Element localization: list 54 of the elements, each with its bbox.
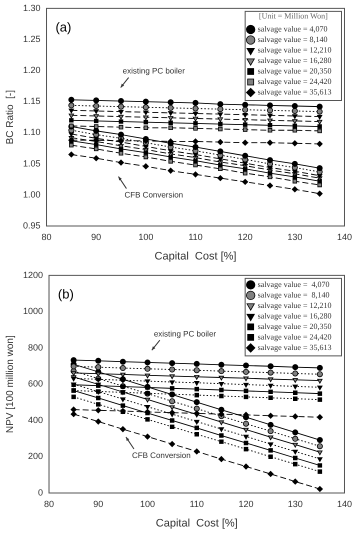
legend-label: salvage value = 35,613 — [258, 88, 332, 97]
x-tick-label: 110 — [188, 232, 203, 242]
legend-label: salvage value = 24,420 — [258, 77, 332, 86]
legend-label: salvage value = 16,280 — [258, 56, 332, 66]
y-tick-label: 1000 — [22, 306, 44, 316]
x-tick-label: 120 — [238, 498, 254, 509]
legend-label: salvage value = 20,350 — [258, 66, 332, 76]
y-tick-label: 0 — [38, 487, 44, 498]
y-axis-title: BC Ratio [-] — [4, 90, 16, 144]
x-tick-label: 80 — [42, 232, 52, 242]
y-tick-label: 0.95 — [22, 220, 41, 230]
y-tick-label: 800 — [28, 342, 44, 352]
legend-label: salvage value = 12,210 — [258, 300, 332, 310]
y-axis-title: NPV [100 million won] — [4, 335, 16, 434]
x-tick-label: 120 — [238, 232, 253, 242]
y-tick-label: 400 — [28, 414, 44, 425]
legend-label: salvage value = 8,140 — [258, 290, 330, 300]
x-tick-label: 140 — [336, 232, 352, 242]
annotation: existing PC boiler — [154, 329, 216, 338]
annotation: (a) — [55, 20, 72, 35]
legend-label: salvage value = 8,140 — [258, 35, 328, 44]
x-tick-label: 100 — [138, 232, 154, 242]
x-tick-label: 80 — [44, 498, 54, 509]
annotation: existing PC boiler — [122, 66, 186, 76]
legend-label: salvage value = 24,420 — [258, 332, 332, 342]
annotation: CFB Conversion — [132, 451, 191, 460]
y-tick-label: 1.10 — [22, 127, 41, 138]
legend-title: [Unit = Million Won] — [258, 11, 328, 20]
annotation: CFB Conversion — [124, 190, 184, 200]
x-tick-label: 130 — [287, 232, 302, 242]
legend-label: salvage value = 35,613 — [258, 342, 332, 352]
y-tick-label: 1.20 — [22, 65, 41, 76]
legend-label: salvage value = 16,280 — [258, 311, 332, 320]
legend-label: salvage value = 4,070 — [258, 280, 330, 289]
y-tick-label: 600 — [28, 378, 44, 389]
y-tick-label: 1.05 — [22, 158, 41, 168]
x-tick-label: 100 — [140, 498, 156, 509]
legend-label: salvage value = 12,210 — [258, 46, 332, 55]
x-axis-title: Capital Cost [%] — [156, 517, 238, 530]
y-tick-label: 1.30 — [22, 2, 41, 13]
y-tick-label: 1.25 — [22, 34, 41, 44]
annotation: (b) — [58, 286, 74, 302]
x-axis-title: Capital Cost [%] — [154, 250, 236, 262]
x-tick-label: 140 — [336, 498, 352, 509]
legend-label: salvage value = 20,350 — [258, 322, 332, 331]
y-tick-label: 1200 — [22, 270, 44, 280]
x-tick-label: 110 — [190, 498, 204, 509]
legend-label: salvage value = 4,070 — [258, 24, 328, 34]
x-tick-label: 90 — [93, 498, 104, 509]
x-tick-label: 130 — [288, 498, 303, 509]
y-tick-label: 1.00 — [22, 189, 41, 200]
x-tick-label: 90 — [91, 232, 102, 242]
y-tick-label: 1.15 — [22, 96, 41, 106]
y-tick-label: 200 — [28, 451, 44, 462]
